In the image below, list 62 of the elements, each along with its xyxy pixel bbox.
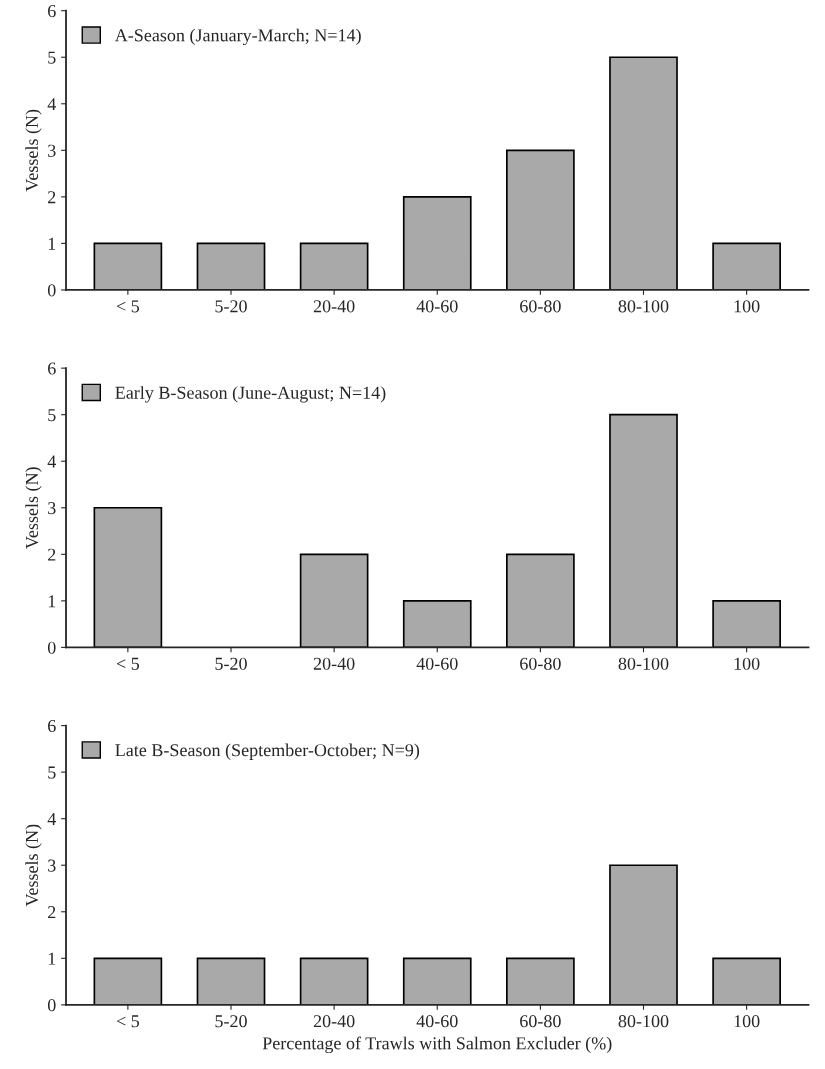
y-tick-label: 3 [48,859,56,872]
y-tick-label: 5 [48,766,56,779]
bar [506,149,575,290]
x-tick-label: 100 [734,1015,760,1028]
bar [712,600,781,648]
y-tick-label: 1 [48,237,56,250]
y-tick-label: 4 [47,455,56,468]
y-tick-label: 5 [48,409,56,422]
y-tick-label: 4 [47,98,56,111]
bar [402,196,472,290]
x-tick-label: < 5 [116,1015,140,1028]
x-tick-label: 40-60 [416,300,458,313]
y-tick-label: 0 [47,284,56,297]
bar [609,56,678,290]
x-tick-label: 20-40 [313,657,355,670]
x-tick-label: 60-80 [520,657,561,670]
x-tick-label: 40-60 [416,657,458,670]
y-tick-label: 0 [47,999,56,1012]
y-tick-label: 5 [48,51,56,64]
bar [402,600,472,648]
y-tick-label: 3 [48,144,56,157]
x-tick-label: 60-80 [520,300,561,313]
bar [712,242,781,290]
bar [609,413,678,648]
y-tick-label: 4 [47,813,56,825]
y-tick-label: 6 [48,719,56,733]
x-tick-label: < 5 [116,657,140,670]
bar [196,242,266,290]
y-tick-label: 2 [48,191,56,204]
x-tick-label: 5-20 [215,657,247,670]
y-tick-label: 1 [48,595,56,608]
bar [299,242,369,290]
x-tick-label: 60-80 [520,1015,561,1028]
y-tick-label: 0 [47,641,56,654]
x-tick-label: 20-40 [313,300,355,313]
legend-label: Early B-Season (June-August; N=14) [115,386,386,403]
x-tick-label: 80-100 [618,1015,669,1028]
y-tick-label: 2 [48,548,56,561]
x-axis-title: Percentage of Trawls with Salmon Excluder (%) [262,1036,612,1054]
bar [506,553,575,648]
y-axis-title: Vessels (N) [25,824,42,907]
x-tick-label: 100 [734,657,760,670]
y-axis-title: Vessels (N) [25,467,42,549]
y-tick-label: 2 [48,906,56,919]
y-tick-label: 3 [48,502,56,515]
x-tick-label: 100 [734,300,760,313]
y-tick-label: 1 [48,952,56,965]
x-tick-label: 20-40 [313,1015,355,1028]
bar [299,553,369,648]
y-tick-label: 6 [48,362,56,375]
x-tick-label: 5-20 [215,300,247,313]
x-tick-label: 5-20 [215,1015,247,1028]
x-tick-label: 80-100 [618,657,669,670]
bar [93,242,163,290]
x-tick-label: < 5 [116,300,140,313]
y-axis-title: Vessels (N) [25,109,42,192]
legend-label: Late B-Season (September-October; N=9) [115,743,420,760]
y-tick-label: 6 [48,5,56,18]
x-tick-label: 40-60 [416,1015,458,1028]
x-tick-label: 80-100 [618,300,669,313]
legend-label: A-Season (January-March; N=14) [114,28,361,46]
bar [93,506,163,648]
